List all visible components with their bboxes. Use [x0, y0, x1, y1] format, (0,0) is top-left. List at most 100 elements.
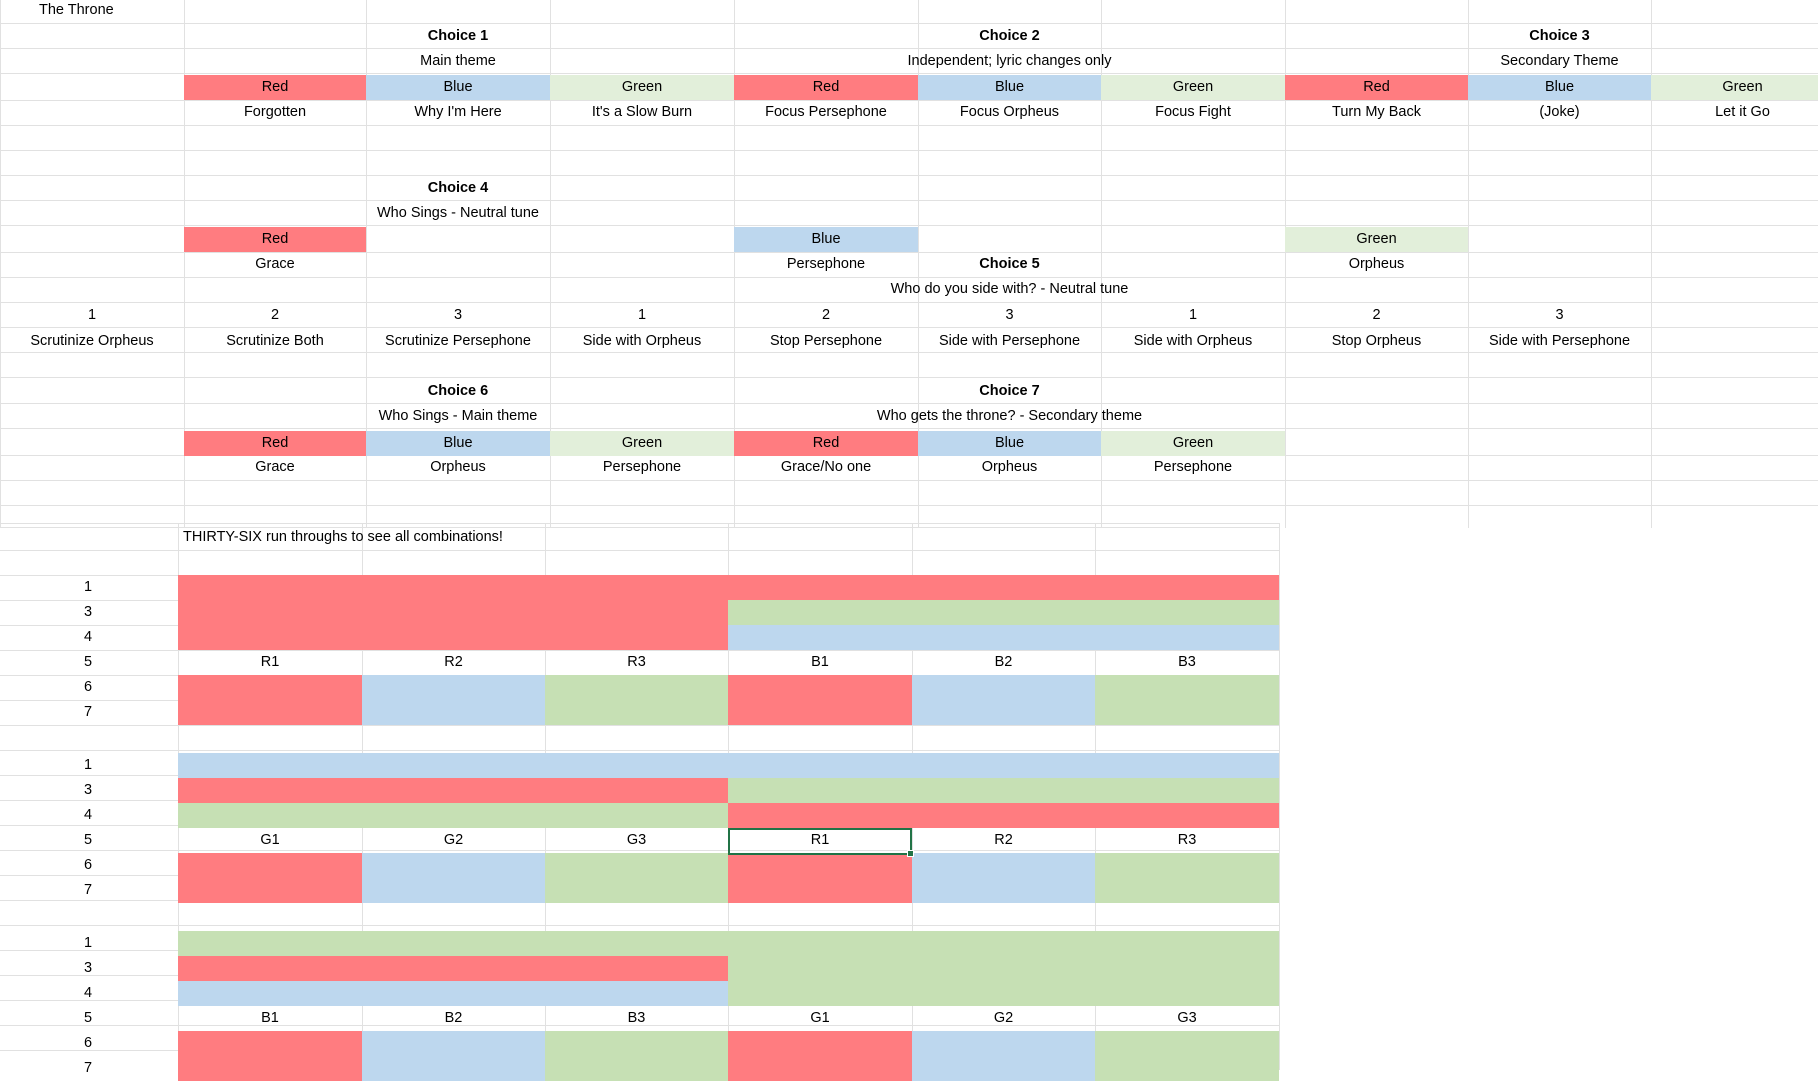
run-combo-label[interactable]: R3 [627, 654, 646, 670]
run-row-label: 4 [83, 985, 93, 1001]
run-bar-row3-right [728, 600, 1279, 625]
choice5-label: Side with Persephone [1488, 333, 1631, 349]
run-combo-swatch-red [728, 853, 912, 903]
choice5-label: Side with Orpheus [1133, 333, 1253, 349]
gridline [0, 550, 1279, 551]
choice5-title: Choice 5 [979, 256, 1040, 272]
choice3-option-red: Red [1285, 75, 1468, 100]
choice6-label-blue: Orpheus [430, 459, 486, 475]
run-bar-row4-right [728, 803, 1279, 828]
run-row-label: 6 [83, 857, 93, 873]
run-combo-label[interactable]: R2 [444, 654, 463, 670]
sheet-title: The Throne [39, 2, 114, 18]
gridline [0, 428, 1818, 429]
gridline [0, 403, 1818, 404]
run-combo-swatch-blue [912, 853, 1095, 903]
run-combo-swatch-green [545, 675, 728, 725]
gridline [0, 725, 1279, 726]
run-combo-swatch-blue [362, 853, 545, 903]
choice5-number: 2 [1372, 307, 1381, 323]
run-row-label: 7 [83, 704, 93, 720]
run-row-label: 5 [83, 654, 93, 670]
gridline [0, 150, 1818, 151]
choice4-label-green: Orpheus [1348, 256, 1405, 272]
run-combo-label[interactable]: B2 [994, 654, 1013, 670]
run-combo-label[interactable]: B1 [811, 654, 829, 670]
run-row-label: 6 [83, 679, 93, 695]
choice4-title: Choice 4 [427, 180, 489, 196]
choice5-subtitle: Who do you side with? - Neutral tune [890, 281, 1129, 297]
run-row-label: 6 [83, 1035, 93, 1051]
run-combo-swatch-red [728, 675, 912, 725]
gridline [0, 505, 1818, 506]
choice5-number: 2 [270, 307, 280, 323]
choice5-label: Scrutinize Orpheus [30, 333, 154, 349]
choice6-option-red: Red [184, 431, 366, 456]
choice4-label-red: Grace [255, 256, 295, 272]
run-row-label: 3 [83, 782, 93, 798]
gridline [0, 650, 1279, 651]
run-bar-row4-right [728, 625, 1279, 650]
choice5-number: 3 [453, 307, 463, 323]
run-row-label: 5 [83, 832, 93, 848]
run-bar-row4-left [178, 625, 728, 650]
active-cell-selection[interactable] [728, 828, 914, 857]
choice6-label-green: Persephone [602, 459, 682, 475]
run-row-label: 7 [83, 882, 93, 898]
run-combo-label[interactable]: G1 [810, 1010, 830, 1026]
run-bar-row1 [178, 931, 1279, 956]
choice4-option-red: Red [184, 227, 366, 252]
choice3-label-green: Let it Go [1715, 104, 1770, 120]
run-row-label: 1 [83, 579, 93, 595]
run-combo-label[interactable]: B3 [627, 1010, 646, 1026]
gridline [0, 1025, 1279, 1026]
run-combo-swatch-blue [362, 1031, 545, 1081]
gridline [918, 0, 919, 528]
run-combo-label[interactable]: R3 [1177, 832, 1197, 848]
run-combo-swatch-red [728, 1031, 912, 1081]
gridline [734, 0, 735, 528]
choice6-title: Choice 6 [427, 383, 489, 399]
gridline [0, 225, 1818, 226]
run-bar-row3-left [178, 778, 728, 803]
choice3-title: Choice 3 [1529, 28, 1590, 44]
choice2-subtitle: Independent; lyric changes only [907, 53, 1112, 69]
run-combo-label[interactable]: R2 [994, 832, 1013, 848]
choice5-label: Scrutinize Persephone [385, 333, 531, 349]
run-combo-label[interactable]: R1 [810, 832, 830, 848]
run-combo-label[interactable]: B1 [261, 1010, 279, 1026]
run-row-label: 1 [83, 935, 93, 951]
run-combo-label[interactable]: G2 [993, 1010, 1014, 1026]
gridline [0, 100, 1818, 101]
choice6-subtitle: Who Sings - Main theme [378, 408, 538, 424]
choice2-label-red: Focus Persephone [765, 104, 887, 120]
choice7-subtitle: Who gets the throne? - Secondary theme [876, 408, 1143, 424]
choice6-option-green: Green [550, 431, 734, 456]
run-combo-label[interactable]: B3 [1178, 654, 1196, 670]
choice3-label-blue: (Joke) [1539, 104, 1580, 120]
choice2-option-green: Green [1101, 75, 1285, 100]
gridline [0, 200, 1818, 201]
gridline [0, 925, 1279, 926]
run-combo-label[interactable]: G3 [626, 832, 647, 848]
run-bar-row4-left [178, 981, 728, 1006]
run-combo-label[interactable]: R1 [260, 654, 280, 670]
run-combo-swatch-red [178, 1031, 362, 1081]
choice2-option-blue: Blue [918, 75, 1101, 100]
choice3-subtitle: Secondary Theme [1500, 53, 1619, 69]
choice1-label-blue: Why I'm Here [414, 104, 502, 120]
run-combo-label[interactable]: G2 [443, 832, 464, 848]
gridline [1101, 0, 1102, 528]
choice7-title: Choice 7 [979, 383, 1040, 399]
run-bar-row1 [178, 753, 1279, 778]
run-combo-label[interactable]: G1 [260, 832, 280, 848]
run-row-label: 5 [83, 1010, 93, 1026]
run-bar-row1 [178, 575, 1279, 600]
run-combo-label[interactable]: G3 [1177, 1010, 1197, 1026]
gridline [0, 750, 1279, 751]
choice5-number: 2 [821, 307, 831, 323]
run-combo-label[interactable]: B2 [444, 1010, 463, 1026]
run-bar-row3-left [178, 956, 728, 981]
choice5-label: Side with Orpheus [582, 333, 702, 349]
choice5-label: Stop Persephone [769, 333, 883, 349]
